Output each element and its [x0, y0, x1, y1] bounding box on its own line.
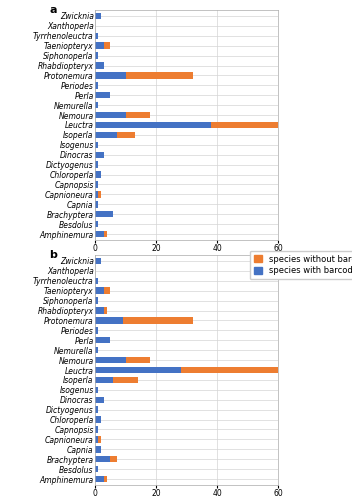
Bar	[126, 357, 150, 364]
Bar	[113, 376, 138, 383]
Bar	[98, 436, 101, 442]
Bar	[95, 231, 104, 237]
Bar	[95, 327, 98, 334]
Bar	[95, 376, 113, 383]
Bar	[181, 367, 281, 373]
Bar	[95, 182, 98, 188]
Legend: species without barcodes, species with barcodes: species without barcodes, species with b…	[250, 250, 352, 280]
Bar	[95, 52, 98, 59]
Bar	[122, 317, 193, 324]
Bar	[95, 92, 111, 98]
Bar	[95, 456, 111, 462]
Bar	[104, 288, 111, 294]
Bar	[104, 308, 107, 314]
Bar	[95, 347, 98, 354]
Bar	[95, 426, 98, 432]
Bar	[95, 221, 98, 228]
Bar	[95, 337, 111, 344]
Bar	[95, 476, 104, 482]
Bar	[95, 386, 98, 393]
Bar	[104, 42, 111, 49]
Bar	[95, 317, 122, 324]
Bar	[104, 476, 107, 482]
Bar	[95, 62, 104, 68]
Bar	[95, 211, 113, 218]
Text: b: b	[49, 250, 57, 260]
Bar	[95, 288, 104, 294]
Bar	[95, 172, 101, 178]
Bar	[95, 466, 98, 472]
Bar	[111, 456, 117, 462]
Bar	[95, 416, 101, 423]
Bar	[104, 231, 107, 237]
Text: a: a	[49, 6, 57, 16]
Bar	[95, 72, 126, 78]
Bar	[95, 122, 211, 128]
Bar	[95, 298, 98, 304]
Bar	[95, 191, 98, 198]
Bar	[95, 162, 98, 168]
Bar	[95, 32, 98, 39]
Bar	[95, 396, 104, 403]
Bar	[95, 357, 126, 364]
Bar	[95, 142, 98, 148]
Bar	[95, 82, 98, 88]
Bar	[95, 112, 126, 118]
Bar	[95, 132, 117, 138]
Bar	[95, 258, 101, 264]
Bar	[95, 152, 104, 158]
Bar	[95, 42, 104, 49]
Bar	[95, 446, 101, 452]
Bar	[95, 201, 98, 207]
Bar	[95, 436, 98, 442]
Bar	[95, 367, 181, 373]
Bar	[95, 308, 104, 314]
Bar	[95, 12, 101, 19]
Bar	[95, 406, 98, 413]
Bar	[95, 278, 98, 284]
Bar	[117, 132, 135, 138]
Bar	[126, 112, 150, 118]
Bar	[98, 191, 101, 198]
Bar	[95, 102, 98, 108]
Bar	[126, 72, 193, 78]
Bar	[211, 122, 284, 128]
